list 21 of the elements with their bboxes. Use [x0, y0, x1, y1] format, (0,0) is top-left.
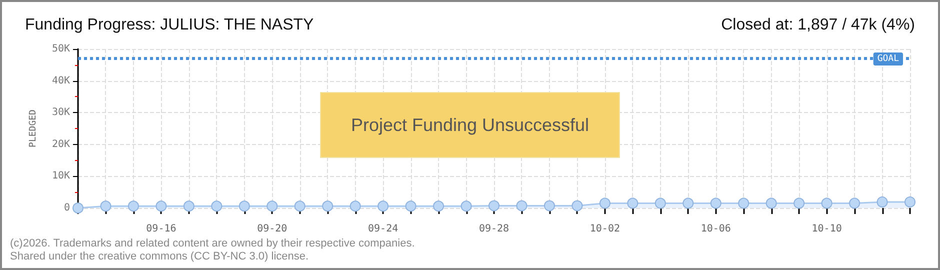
- y-tick-label: 40K: [52, 75, 70, 86]
- x-tick-label: 09-16: [146, 224, 176, 234]
- x-tick-label: 09-20: [257, 224, 288, 234]
- text: (c)2026. Trademarks and related content are owned by their respective companies.: [10, 238, 415, 250]
- x-tick-label: 09-24: [368, 224, 398, 234]
- chart-title: Funding Progress: JULIUS: THE NASTY: [25, 16, 314, 34]
- text: Shared under the creative commons (CC BY-NC 3.0) license.: [10, 250, 309, 262]
- chart-subtitle: Closed at: 1,897 / 47k (4%): [721, 16, 916, 34]
- annotation: Project Funding Unsuccessful: [350, 114, 590, 136]
- x-tick-label: 10-06: [700, 224, 731, 234]
- y-tick-label: 30K: [52, 107, 70, 118]
- x-tick-label: 10-02: [590, 224, 620, 234]
- x-tick-label: 09-28: [478, 224, 510, 234]
- y-tick-label: 50K: [52, 44, 70, 54]
- y-tick-label: 0: [64, 202, 70, 214]
- note-box: Project Funding Unsuccessful: [320, 92, 620, 158]
- ref-line-label: GOAL: [877, 54, 899, 64]
- y-tick-label: 20K: [52, 138, 70, 150]
- x-tick-label: 10-10: [812, 224, 842, 234]
- y-tick-label: 10K: [52, 170, 70, 182]
- y-axis-title: PLEDGED: [28, 110, 38, 148]
